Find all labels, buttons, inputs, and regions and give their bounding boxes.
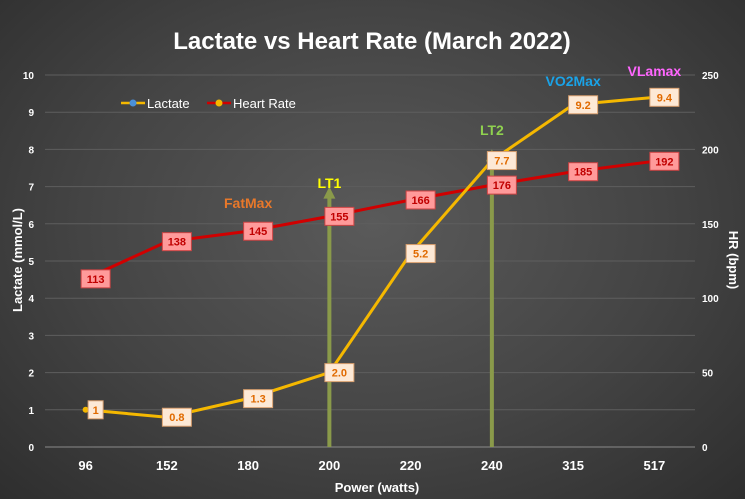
y-right-tick-label: 250 bbox=[702, 71, 719, 82]
lactate-data-label: 1.3 bbox=[250, 394, 265, 406]
legend-heart-rate-label: Heart Rate bbox=[233, 96, 296, 111]
y-axis-left-label: Lactate (mmol/L) bbox=[10, 208, 25, 312]
y-left-tick-label: 9 bbox=[28, 108, 34, 119]
heart-rate-data-label-box bbox=[324, 206, 355, 226]
annotation-vo2max: VO2Max bbox=[546, 73, 601, 89]
legend-lactate-marker bbox=[129, 99, 137, 107]
annotation-fatmax: FatMax bbox=[224, 195, 272, 211]
y-right-tick-label: 200 bbox=[702, 145, 719, 156]
y-left-tick-label: 5 bbox=[28, 257, 34, 268]
y-left-tick-label: 4 bbox=[28, 294, 34, 305]
lactate-data-label: 7.7 bbox=[494, 156, 509, 168]
y-right-tick-label: 0 bbox=[702, 443, 708, 454]
heart-rate-data-label: 138 bbox=[168, 237, 186, 249]
x-axis-label: Power (watts) bbox=[335, 480, 420, 495]
lactate-data-label: 9.2 bbox=[575, 100, 590, 112]
heart-rate-data-label-box bbox=[80, 269, 111, 289]
legend-heart-rate-marker bbox=[215, 99, 223, 107]
lactate-data-label-box bbox=[243, 389, 274, 409]
heart-rate-data-label-box bbox=[568, 162, 599, 182]
x-tick-label: 200 bbox=[319, 458, 341, 473]
lactate-data-label: 5.2 bbox=[413, 249, 428, 261]
y-left-tick-label: 1 bbox=[28, 406, 34, 417]
annotation-lt1: LT1 bbox=[317, 175, 341, 191]
lactate-point bbox=[82, 406, 89, 413]
y-left-tick-label: 0 bbox=[28, 443, 34, 454]
x-tick-label: 152 bbox=[156, 458, 178, 473]
legend-item-heart-rate: Heart Rate bbox=[207, 96, 296, 111]
x-tick-label: 315 bbox=[562, 458, 584, 473]
lactate-data-label-box bbox=[87, 400, 104, 420]
y-left-tick-label: 8 bbox=[28, 145, 34, 156]
heart-rate-data-label-box bbox=[486, 175, 517, 195]
y-left-tick-label: 10 bbox=[23, 71, 35, 82]
annotation-vlamax: VLamax bbox=[628, 63, 682, 79]
x-tick-label: 240 bbox=[481, 458, 503, 473]
y-right-tick-label: 150 bbox=[702, 220, 719, 231]
lactate-data-label-box bbox=[161, 407, 192, 427]
heart-rate-data-label: 145 bbox=[249, 226, 267, 238]
heart-rate-data-label: 192 bbox=[655, 156, 673, 168]
heart-rate-data-label-box bbox=[405, 190, 436, 210]
annotation-lt2: LT2 bbox=[480, 122, 504, 138]
x-tick-label: 180 bbox=[237, 458, 259, 473]
legend-item-lactate: Lactate bbox=[121, 96, 190, 111]
x-tick-label: 96 bbox=[78, 458, 92, 473]
heart-rate-data-label-box bbox=[243, 221, 274, 241]
threshold-arrow-head bbox=[323, 186, 336, 199]
lactate-data-label-box bbox=[486, 151, 517, 171]
y-right-tick-label: 100 bbox=[702, 294, 719, 305]
heart-rate-data-label: 113 bbox=[87, 274, 105, 286]
legend-lactate-label: Lactate bbox=[147, 96, 190, 111]
lactate-data-label: 9.4 bbox=[657, 92, 673, 104]
legend: Lactate Heart Rate bbox=[121, 96, 296, 111]
lactate-data-label: 0.8 bbox=[169, 412, 184, 424]
lactate-data-label-box bbox=[568, 95, 599, 115]
heart-rate-data-label: 176 bbox=[493, 180, 511, 192]
y-left-tick-label: 2 bbox=[28, 369, 34, 380]
x-tick-label: 517 bbox=[644, 458, 666, 473]
lactate-line bbox=[85, 95, 655, 419]
y-right-tick-label: 50 bbox=[702, 369, 714, 380]
heart-rate-data-label-box bbox=[161, 232, 192, 252]
y-axis-right-label: HR (bpm) bbox=[726, 231, 741, 290]
heart-rate-data-label: 155 bbox=[330, 211, 348, 223]
lactate-data-label-box bbox=[649, 87, 680, 107]
y-left-tick-label: 3 bbox=[28, 331, 34, 342]
lactate-data-label: 1 bbox=[93, 405, 99, 417]
chart-title: Lactate vs Heart Rate (March 2022) bbox=[173, 28, 571, 55]
heart-rate-data-label: 166 bbox=[411, 195, 429, 207]
y-left-tick-label: 7 bbox=[28, 183, 34, 194]
x-tick-label: 220 bbox=[400, 458, 422, 473]
lactate-data-label-box bbox=[324, 363, 355, 383]
lactate-data-label-box bbox=[405, 244, 436, 264]
heart-rate-data-label-box bbox=[649, 151, 680, 171]
heart-rate-data-label: 185 bbox=[574, 167, 592, 179]
y-left-tick-label: 6 bbox=[28, 220, 34, 231]
lactate-data-label: 2.0 bbox=[332, 368, 347, 380]
